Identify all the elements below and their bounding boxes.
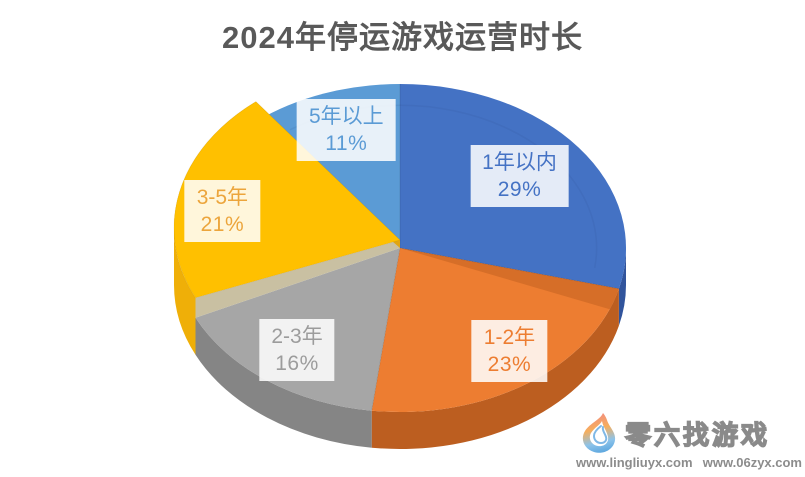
- watermark-urls: www.lingliuyx.com www.06zyx.com: [576, 455, 802, 470]
- pie-data-label-0: 1年以内 29%: [470, 144, 569, 207]
- pie-data-label-3-percent: 21%: [200, 212, 245, 236]
- pie-slice-raised-start-wall: [195, 240, 400, 318]
- pie-data-label-2-category: 2-3年: [271, 324, 323, 348]
- pie-boundary-line-2: [371, 247, 401, 411]
- pie-rim-0: [618, 248, 626, 326]
- watermark-url-right: www.06zyx.com: [702, 455, 802, 470]
- flame-swirl-logo-icon: [576, 412, 622, 454]
- pie-slice-1-bevel-band: [400, 248, 619, 310]
- pie-data-label-1-category: 1-2年: [483, 325, 536, 349]
- watermark: 零六找游戏 www.lingliuyx.com www.06zyx.com: [576, 412, 802, 470]
- watermark-url-left: www.lingliuyx.com: [576, 455, 693, 470]
- pie-slice-3-top: [173, 100, 401, 299]
- pie-data-label-1-percent: 23%: [487, 352, 532, 376]
- pie-rim-1: [371, 288, 619, 449]
- pie-data-label-0-category: 1年以内: [482, 150, 557, 174]
- pie-data-label-2-percent: 16%: [275, 351, 319, 375]
- pie-data-label-4-percent: 11%: [325, 131, 368, 155]
- watermark-brand-text: 零六找游戏: [624, 419, 771, 450]
- pie-data-label-1: 1-2年 23%: [471, 319, 548, 382]
- pie-data-label-4-category: 5年以上: [308, 104, 384, 128]
- pie-rim-2: [195, 317, 372, 448]
- pie-slice-raised-front-wall: [174, 228, 196, 355]
- pie-data-label-0-percent: 29%: [497, 177, 542, 201]
- pie-data-label-4: 5年以上 11%: [296, 98, 396, 161]
- pie-data-label-3-category: 3-5年: [196, 185, 249, 209]
- pie-data-label-3: 3-5年 21%: [184, 179, 261, 242]
- pie-boundary-line-1: [399, 247, 619, 290]
- pie-data-label-2: 2-3年 16%: [259, 318, 335, 381]
- chart-title: 2024年停运游戏运营时长: [222, 20, 583, 55]
- watermark-logo-row: 零六找游戏: [576, 412, 802, 454]
